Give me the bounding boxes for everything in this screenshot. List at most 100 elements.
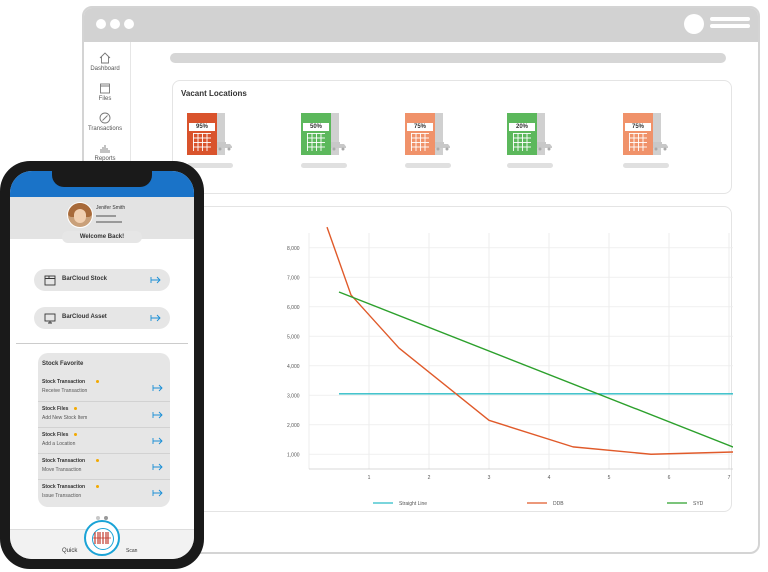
phone-notch: [52, 171, 152, 187]
window-dot-1[interactable]: [96, 19, 106, 29]
user-detail-line: [96, 215, 116, 217]
y-tick-label: 7,000: [287, 275, 300, 281]
star-icon[interactable]: [74, 433, 77, 436]
shelf-grid-icon: [307, 133, 325, 151]
user-avatar[interactable]: [684, 14, 704, 34]
user-detail-line: [96, 221, 122, 223]
favorite-subtitle: Add a Location: [42, 441, 76, 447]
user-name: Jenifer Smith: [96, 205, 126, 211]
tile-caption: [405, 163, 451, 168]
favorite-item[interactable]: Stock Transaction Issue Transaction: [38, 479, 170, 506]
favorite-title: Stock Transaction: [42, 458, 86, 464]
window-dot-3[interactable]: [124, 19, 134, 29]
star-icon[interactable]: [96, 485, 99, 488]
avatar[interactable]: [67, 202, 93, 228]
file-icon: [100, 83, 110, 94]
title-bar: [84, 8, 758, 42]
vacancy-percent: 50%: [303, 123, 329, 131]
y-tick-label: 3,000: [287, 393, 300, 399]
card-title: Vacant Locations: [181, 89, 247, 98]
sidebar-item-transactions[interactable]: Transactions: [84, 112, 126, 132]
monitor-icon: [44, 313, 56, 324]
y-tick-label: 8,000: [287, 246, 300, 252]
y-tick-label: 6,000: [287, 305, 300, 311]
y-tick-label: 5,000: [287, 334, 300, 340]
sidebar-item-label: Dashboard: [90, 66, 120, 72]
barcloud-asset-button[interactable]: BarCloud Asset: [34, 307, 170, 329]
shelf-grid-icon: [193, 133, 211, 151]
legend-label: Straight Line: [399, 501, 427, 507]
vacant-tile[interactable]: 50%: [301, 113, 371, 171]
vacant-tile[interactable]: 75%: [405, 113, 475, 171]
shelf-grid-icon: [629, 133, 647, 151]
depreciation-chart-card: 123456781,0002,0003,0004,0005,0006,0007,…: [172, 206, 733, 512]
quick-label[interactable]: Quick: [62, 548, 78, 554]
favorite-item[interactable]: Stock Transaction Receive Transaction: [38, 375, 170, 401]
sidebar-item-dashboard[interactable]: Dashboard: [84, 52, 126, 72]
page-dot[interactable]: [96, 516, 100, 520]
x-tick-label: 6: [668, 475, 671, 481]
reports-icon: [100, 145, 110, 153]
phone-frame: Jenifer Smith Welcome Back! BarCloud Sto…: [0, 161, 204, 569]
arrow-right-icon: [150, 276, 161, 284]
vacancy-percent: 20%: [509, 123, 535, 131]
window-dot-2[interactable]: [110, 19, 120, 29]
barcode-icon: [93, 532, 111, 544]
vacant-tile[interactable]: 20%: [507, 113, 577, 171]
sidebar-item-reports[interactable]: Reports: [84, 142, 126, 162]
arrow-right-icon: [150, 314, 161, 322]
button-label: BarCloud Stock: [62, 276, 108, 282]
vacancy-percent: 95%: [189, 123, 215, 131]
star-icon[interactable]: [96, 380, 99, 383]
x-tick-label: 3: [488, 475, 491, 481]
vacant-locations-card: Vacant Locations 95% 50% 75% 20% 75%: [172, 80, 732, 194]
vacancy-percent: 75%: [625, 123, 651, 131]
favorite-title: Stock Files: [42, 432, 69, 438]
transactions-icon: [99, 112, 111, 124]
favorite-item[interactable]: Stock Files Add a Location: [38, 427, 170, 454]
box-icon: [44, 275, 56, 286]
x-tick-label: 7: [728, 475, 731, 481]
favorite-subtitle: Issue Transaction: [42, 493, 82, 499]
scan-button[interactable]: [84, 520, 120, 556]
favorite-subtitle: Move Transaction: [42, 467, 82, 473]
series-line-ddb: [326, 226, 733, 455]
stock-favorite-panel: Stock Favorite Stock Transaction Receive …: [38, 353, 170, 507]
truck-icon: [537, 142, 552, 151]
arrow-right-icon: [152, 463, 163, 471]
page-dot-active[interactable]: [104, 516, 108, 520]
truck-icon: [331, 142, 346, 151]
arrow-right-icon: [152, 437, 163, 445]
y-tick-label: 1,000: [287, 452, 300, 458]
shelf-grid-icon: [411, 133, 429, 151]
sidebar-item-label: Transactions: [87, 126, 123, 132]
legend-label: SYD: [693, 501, 704, 507]
divider: [16, 343, 188, 344]
scan-label[interactable]: Scan: [126, 548, 138, 554]
barcloud-stock-button[interactable]: BarCloud Stock: [34, 269, 170, 291]
star-icon[interactable]: [96, 459, 99, 462]
tile-caption: [301, 163, 347, 168]
arrow-right-icon: [152, 411, 163, 419]
vacant-tile[interactable]: 75%: [623, 113, 693, 171]
x-tick-label: 1: [368, 475, 371, 481]
y-tick-label: 2,000: [287, 423, 300, 429]
home-icon: [99, 52, 111, 64]
vacant-tile[interactable]: 95%: [187, 113, 257, 171]
search-bar[interactable]: [170, 53, 726, 63]
button-label: BarCloud Asset: [62, 314, 107, 320]
arrow-right-icon: [152, 384, 163, 392]
series-line-syd: [338, 291, 733, 448]
truck-icon: [217, 142, 232, 151]
star-icon[interactable]: [74, 407, 77, 410]
arrow-right-icon: [152, 489, 163, 497]
vacancy-percent: 75%: [407, 123, 433, 131]
welcome-badge: Welcome Back!: [62, 231, 142, 243]
menu-icon[interactable]: [710, 17, 750, 21]
favorite-item[interactable]: Stock Transaction Move Transaction: [38, 453, 170, 480]
favorite-subtitle: Add New Stock Item: [42, 415, 88, 421]
sidebar-item-files[interactable]: Files: [84, 82, 126, 102]
sidebar-item-label: Reports: [94, 156, 116, 162]
tile-caption: [507, 163, 553, 168]
favorite-item[interactable]: Stock Files Add New Stock Item: [38, 401, 170, 428]
